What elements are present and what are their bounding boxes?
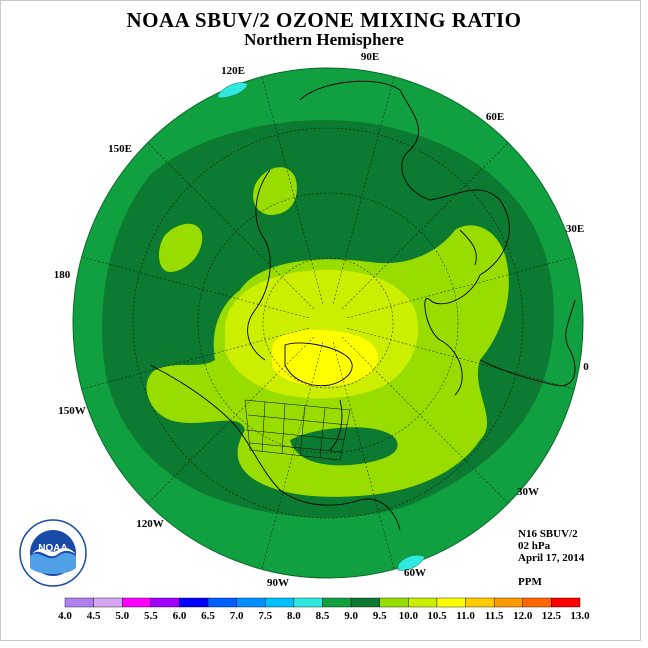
- noaa-logo: NOAA: [19, 519, 87, 587]
- meridian-line: [341, 336, 509, 504]
- colorbar-swatch: [322, 597, 352, 608]
- colorbar-tick-label: 9.0: [344, 610, 358, 622]
- colorbar-swatch: [93, 597, 123, 608]
- contour-9-0-island-b: [158, 223, 203, 272]
- lon-label-150e: 150E: [108, 143, 132, 155]
- lon-label-60e: 60E: [486, 111, 504, 123]
- graticule: [81, 76, 575, 570]
- us-states: [244, 399, 351, 461]
- lon-label-30e: 30E: [566, 223, 584, 235]
- colorbar-tick-label: 6.5: [201, 610, 215, 622]
- colorbar-tick-label: 10.0: [399, 610, 419, 622]
- meridian-line: [261, 342, 324, 570]
- colorbar-swatch: [179, 597, 209, 608]
- colorbar-tick-label: 13.0: [570, 610, 590, 622]
- colorbar-tick-label: 4.0: [58, 610, 72, 622]
- colorbar-swatch: [64, 597, 94, 608]
- colorbar-swatch: [379, 597, 409, 608]
- colorbar-tick-label: 6.0: [173, 610, 187, 622]
- colorbar-tick-label: 10.5: [427, 610, 447, 622]
- colorbar-swatch: [522, 597, 552, 608]
- edge-patch-top: [217, 82, 249, 99]
- lon-label-120w: 120W: [136, 518, 164, 530]
- colorbar-tick-label: 7.5: [258, 610, 272, 622]
- units-label: PPM: [518, 576, 542, 588]
- lon-label-120e: 120E: [221, 65, 245, 77]
- logo-text: NOAA: [38, 543, 67, 554]
- lon-label-90w: 90W: [267, 577, 289, 589]
- ozone-contours: [102, 120, 554, 518]
- colorbar-swatch: [122, 597, 152, 608]
- colorbar-tick-label: 5.0: [115, 610, 129, 622]
- meridian-line: [81, 256, 309, 319]
- colorbar-swatch: [551, 597, 581, 608]
- colorbar-tick-label: 12.5: [542, 610, 562, 622]
- instrument-label: N16 SBUV/2: [518, 528, 578, 540]
- colorbar-tick-label: 8.0: [287, 610, 301, 622]
- meridian-line: [341, 142, 509, 310]
- meridian-line: [332, 76, 395, 304]
- colorbar-tick-label: 7.0: [230, 610, 244, 622]
- edge-patch-bottom: [397, 554, 426, 571]
- contour-8-5-inner: [310, 203, 398, 239]
- colorbar-swatch: [350, 597, 380, 608]
- lon-label-90e: 90E: [361, 51, 379, 63]
- colorbar-tick-label: 9.5: [373, 610, 387, 622]
- lon-label-30w: 30W: [517, 486, 539, 498]
- map-subtitle: Northern Hemisphere: [244, 30, 404, 49]
- contour-10-0: [272, 329, 379, 387]
- colorbar-swatch: [436, 597, 466, 608]
- coastlines: [149, 80, 576, 531]
- colorbar-swatch: [265, 597, 295, 608]
- colorbar-tick-label: 5.5: [144, 610, 158, 622]
- colorbar-swatch: [493, 597, 523, 608]
- meridian-line: [332, 342, 395, 570]
- colorbar-swatch: [293, 597, 323, 608]
- colorbar-swatch: [236, 597, 266, 608]
- lon-label-180: 180: [54, 269, 71, 281]
- lon-label-60w: 60W: [404, 567, 426, 579]
- level-label: 02 hPa: [518, 540, 551, 552]
- meridian-line: [147, 142, 315, 310]
- colorbar-swatch: [207, 597, 237, 608]
- map-title: NOAA SBUV/2 OZONE MIXING RATIO: [126, 8, 522, 32]
- colorbar-tick-label: 8.5: [316, 610, 330, 622]
- colorbar-tick-label: 11.5: [485, 610, 504, 622]
- meridian-line: [347, 327, 575, 390]
- colorbar: 4.0 4.5 5.0 5.5 6.0 6.5 7.0 7.5 8.0 8.5 9.0 9.5 10.0…: [58, 597, 590, 622]
- colorbar-swatch: [150, 597, 180, 608]
- lon-label-150w: 150W: [58, 405, 86, 417]
- colorbar-tick-label: 4.5: [87, 610, 101, 622]
- meridian-line: [347, 256, 575, 319]
- colorbar-swatch: [465, 597, 495, 608]
- figure-frame: [0, 0, 641, 641]
- colorbar-tick-label: 12.0: [513, 610, 533, 622]
- colorbar-swatch: [408, 597, 438, 608]
- longitude-labels: 90E 60E 30E 0 30W 60W 90W 120W 150W 180 …: [54, 51, 590, 589]
- meridian-line: [81, 327, 309, 390]
- info-block: N16 SBUV/2 02 hPa April 17, 2014 PPM: [518, 528, 584, 588]
- lon-label-0: 0: [583, 361, 589, 373]
- date-label: April 17, 2014: [518, 552, 585, 564]
- colorbar-tick-label: 11.0: [456, 610, 475, 622]
- contour-8-5-band: [290, 427, 398, 466]
- meridian-line: [261, 76, 324, 304]
